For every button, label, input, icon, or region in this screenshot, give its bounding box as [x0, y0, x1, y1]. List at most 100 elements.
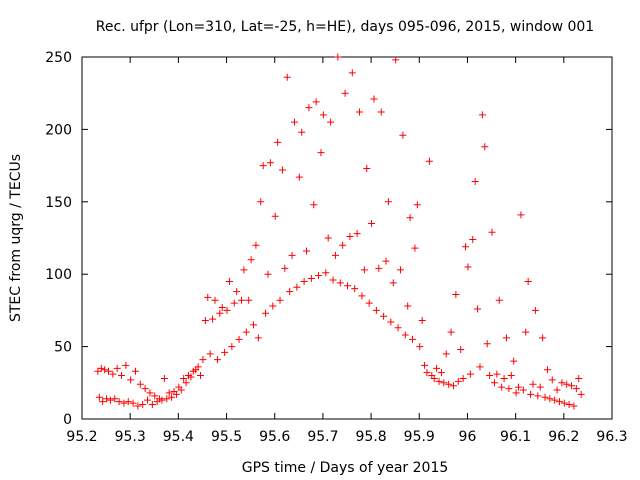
data-point — [551, 396, 559, 404]
data-point — [216, 309, 224, 317]
data-point — [539, 334, 547, 342]
data-point — [94, 367, 102, 375]
data-point — [490, 379, 498, 387]
data-point — [493, 370, 501, 378]
data-point — [348, 69, 356, 77]
data-point — [115, 398, 123, 406]
x-tick-label: 95.6 — [259, 429, 290, 445]
data-point — [498, 383, 506, 391]
data-point — [322, 269, 330, 277]
data-point — [235, 335, 243, 343]
data-point — [346, 233, 354, 241]
data-point — [103, 395, 111, 403]
data-point — [466, 370, 474, 378]
data-point — [382, 257, 390, 265]
data-point — [452, 290, 460, 298]
data-point — [113, 364, 121, 372]
data-point — [111, 395, 119, 403]
data-point — [177, 386, 185, 394]
data-point — [331, 251, 339, 259]
data-point — [389, 279, 397, 287]
data-point — [418, 317, 426, 325]
x-axis-label: GPS time / Days of year 2015 — [242, 460, 449, 476]
data-points — [94, 53, 585, 410]
data-point — [406, 214, 414, 222]
data-point — [180, 374, 188, 382]
data-point — [300, 277, 308, 285]
y-tick-label: 50 — [54, 340, 72, 356]
data-point — [252, 241, 260, 249]
data-point — [401, 331, 409, 339]
data-point — [206, 350, 214, 358]
data-point — [399, 131, 407, 139]
data-point — [209, 315, 217, 323]
data-point — [136, 380, 144, 388]
data-point — [106, 396, 114, 404]
y-tick-label: 100 — [45, 267, 72, 283]
data-point — [233, 288, 241, 296]
data-point — [462, 243, 470, 251]
data-point — [307, 275, 315, 283]
data-point — [515, 383, 523, 391]
data-point — [254, 334, 262, 342]
data-point — [404, 302, 412, 310]
data-point — [495, 296, 503, 304]
data-point — [565, 401, 573, 409]
data-point — [575, 374, 583, 382]
data-point — [199, 356, 207, 364]
data-point — [380, 312, 388, 320]
x-axis: 95.2 95.3 95.4 95.5 95.6 95.7 95.8 95.9 96 96.1 96… — [66, 57, 628, 445]
plot-frame — [81, 56, 613, 420]
y-tick-label: 250 — [45, 50, 72, 66]
data-point — [163, 395, 171, 403]
x-tick-label: 96.3 — [596, 429, 627, 445]
data-point — [99, 398, 107, 406]
data-point — [464, 263, 472, 271]
data-point — [290, 118, 298, 126]
data-point — [274, 138, 282, 146]
data-point — [449, 382, 457, 390]
data-point — [168, 393, 176, 401]
data-point — [524, 277, 532, 285]
data-point — [293, 283, 301, 291]
data-point — [577, 390, 585, 398]
data-point — [247, 256, 255, 264]
data-point — [329, 276, 337, 284]
data-point — [204, 293, 212, 301]
data-point — [527, 390, 535, 398]
data-point — [507, 372, 515, 380]
data-point — [356, 108, 364, 116]
data-point — [213, 356, 221, 364]
data-point — [358, 292, 366, 300]
data-point — [312, 98, 320, 106]
data-point — [281, 264, 289, 272]
data-point — [225, 277, 233, 285]
data-point — [360, 266, 368, 274]
y-axis-label: STEC from uqrg / TECUs — [8, 154, 24, 322]
data-point — [95, 393, 103, 401]
data-point — [271, 212, 279, 220]
data-point — [151, 392, 159, 400]
data-point — [536, 383, 544, 391]
data-point — [430, 374, 438, 382]
data-point — [548, 376, 556, 384]
data-point — [276, 296, 284, 304]
data-point — [303, 247, 311, 255]
data-point — [510, 357, 518, 365]
x-tick-label: 95.4 — [163, 429, 194, 445]
data-point — [411, 244, 419, 252]
data-point — [392, 56, 400, 64]
data-point — [351, 285, 359, 293]
data-point — [363, 164, 371, 172]
data-point — [148, 401, 156, 409]
data-point — [146, 389, 154, 397]
data-point — [343, 282, 351, 290]
data-point — [563, 380, 571, 388]
data-point — [502, 334, 510, 342]
data-point — [488, 228, 496, 236]
data-point — [223, 306, 231, 314]
data-point — [435, 377, 443, 385]
data-point — [375, 264, 383, 272]
data-point — [141, 385, 149, 393]
